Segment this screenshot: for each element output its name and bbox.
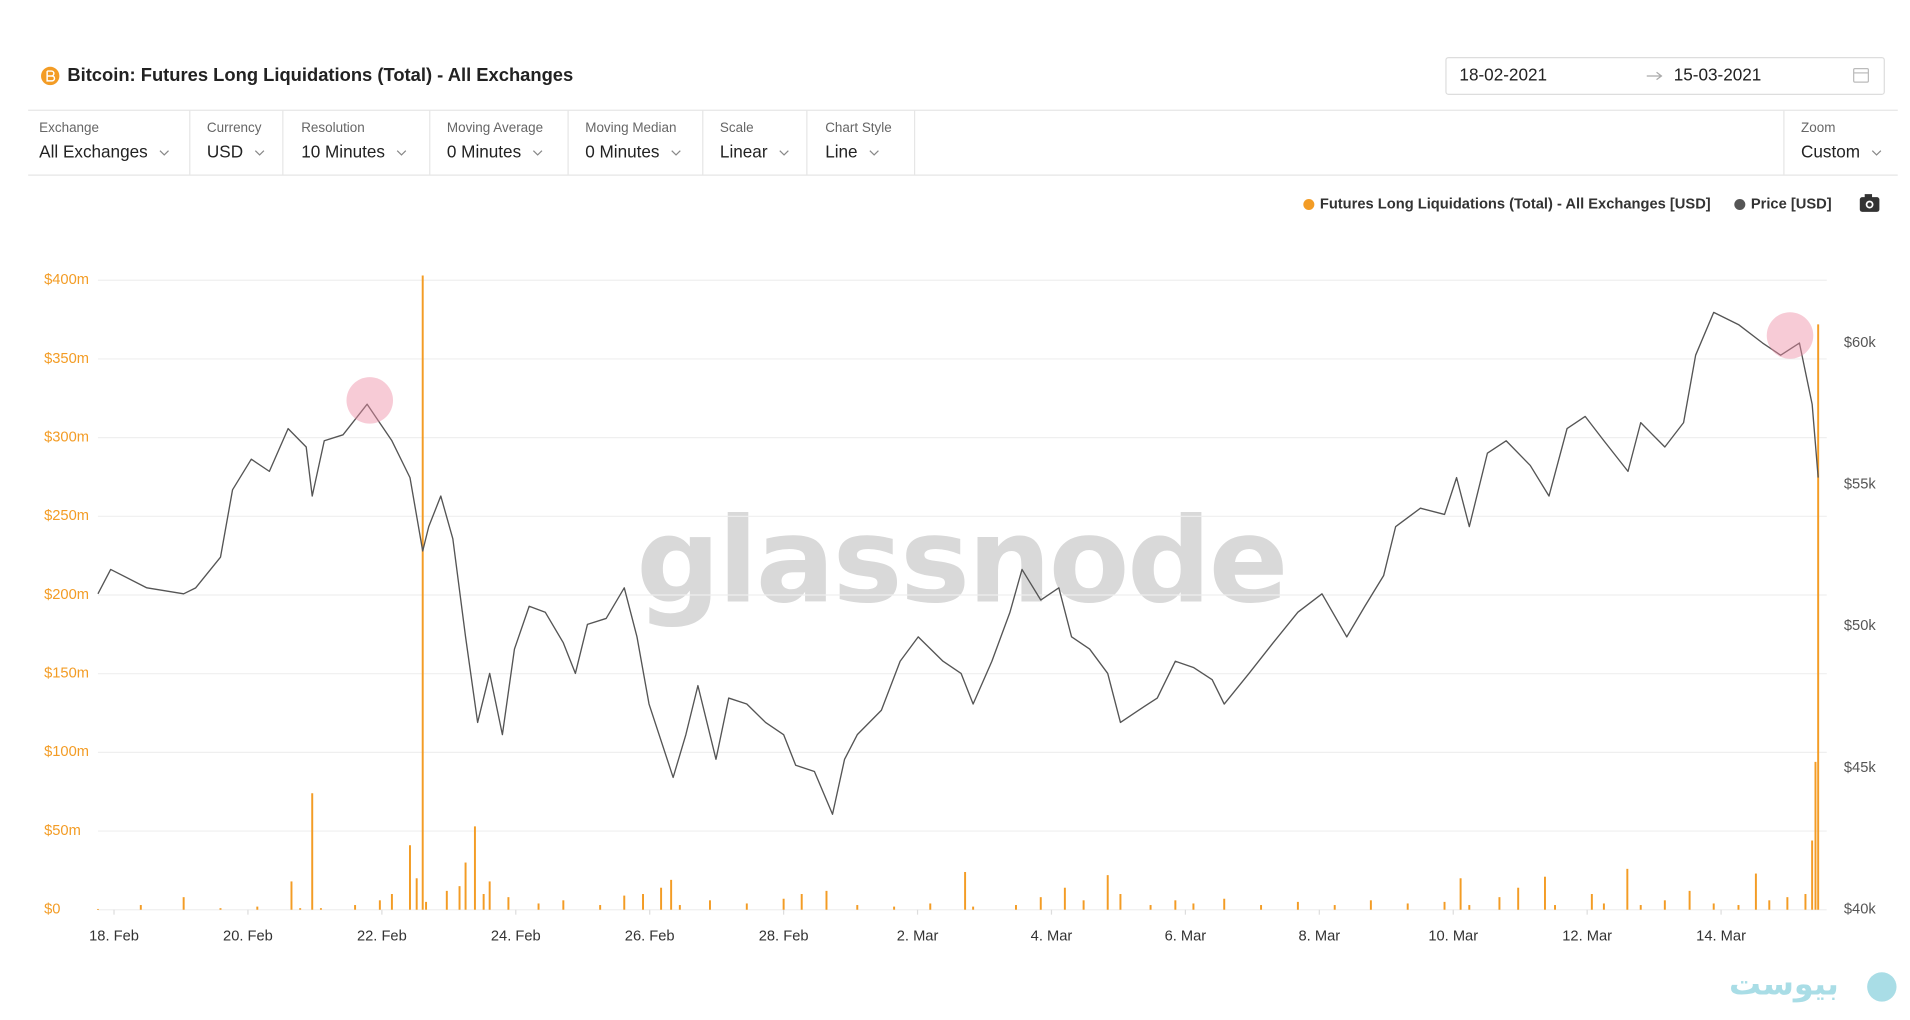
price-line [97, 311, 1819, 815]
y-tick-label: $350m [44, 351, 89, 367]
legend-item[interactable]: Price [USD] [1734, 196, 1832, 212]
y2-tick-label: $55k [1844, 477, 1877, 493]
y-tick-label: $250m [44, 508, 89, 524]
date-end[interactable]: 15-03-2021 [1674, 64, 1762, 84]
plot-area: $0 $50m $100m $150m $200m $250m $300m $350m $400… [44, 272, 1876, 944]
x-tick-label: 20. Feb [223, 929, 273, 945]
dropdown-label: Chart Style [825, 120, 892, 135]
watermark: glassnode [636, 493, 1286, 630]
dropdown[interactable]: Moving Median 0 Minutes [585, 120, 681, 162]
toolbar-separators [189, 110, 1785, 176]
dropdown[interactable]: Scale Linear [720, 120, 789, 162]
dropdown-value[interactable]: 0 Minutes [447, 142, 521, 162]
dropdown-chevron [396, 150, 407, 156]
x-tick-label: 6. Mar [1165, 929, 1207, 945]
y-tick-label: $150m [44, 666, 89, 682]
site-logo-icon [1867, 972, 1897, 1002]
x-tick-label: 8. Mar [1299, 929, 1341, 945]
y2-tick-label: $60k [1844, 335, 1877, 351]
y-tick-label: $50m [44, 823, 81, 839]
calendar-icon[interactable] [1853, 68, 1869, 83]
bitcoin-glyph [46, 70, 56, 82]
dropdown-value[interactable]: 10 Minutes [301, 142, 385, 162]
dropdown-label: Zoom [1801, 120, 1835, 135]
highlight-circle [1766, 312, 1814, 359]
x-tick-label: 28. Feb [759, 929, 809, 945]
y-tick-label: $300m [44, 430, 89, 446]
dropdown-chevron [779, 150, 789, 156]
dropdown-value[interactable]: Custom [1801, 142, 1860, 162]
dropdown-label: Currency [207, 120, 262, 135]
dropdown-value[interactable]: Line [825, 142, 857, 162]
highlight-circle [346, 377, 394, 424]
dropdown-chevron [869, 150, 879, 156]
dropdown[interactable]: Moving Average 0 Minutes [447, 120, 543, 161]
legend-label: Price [USD] [1751, 196, 1832, 212]
dropdown[interactable]: Resolution 10 Minutes [301, 120, 407, 162]
dropdown-chevron [254, 150, 265, 156]
x-tick-label: 10. Mar [1428, 929, 1478, 945]
dropdown-label: Moving Average [447, 120, 543, 135]
dropdown-label: Scale [720, 120, 754, 135]
dropdown-chevron [671, 150, 681, 156]
y-tick-label: $400m [44, 272, 89, 288]
dropdown[interactable]: Currency USD [207, 120, 265, 162]
chart-title: Bitcoin: Futures Long Liquidations (Tota… [67, 64, 573, 85]
x-tick-label: 22. Feb [357, 929, 407, 945]
dropdown-value[interactable]: All Exchanges [39, 142, 148, 162]
dropdown-label: Resolution [301, 120, 365, 135]
dropdown-chevron [532, 150, 543, 156]
x-tick-label: 12. Mar [1562, 929, 1612, 945]
dropdown-chevron [159, 150, 169, 156]
dropdown-value[interactable]: Linear [720, 142, 768, 162]
x-tick-label: 18. Feb [89, 929, 139, 945]
dropdown-value[interactable]: USD [207, 142, 243, 162]
dropdown[interactable]: Chart Style Line [825, 120, 892, 161]
y-tick-label: $100m [44, 744, 89, 760]
date-arrow [1646, 71, 1663, 81]
x-tick-label: 4. Mar [1031, 929, 1073, 945]
legend: Futures Long Liquidations (Total) - All … [1303, 196, 1832, 212]
dropdown[interactable]: Exchange All Exchanges [39, 120, 169, 162]
legend-label: Futures Long Liquidations (Total) - All … [1320, 196, 1711, 212]
site-logo: بیوست [1729, 965, 1839, 1003]
y2-tick-label: $40k [1844, 902, 1877, 918]
dropdown-chevron [1871, 150, 1882, 156]
x-tick-label: 24. Feb [491, 929, 541, 945]
date-range-box[interactable] [1445, 56, 1885, 95]
y2-tick-label: $50k [1844, 618, 1877, 634]
x-tick-label: 2. Mar [897, 929, 939, 945]
toolbar: Exchange All Exchanges Currency USD Resoluti… [39, 120, 1882, 162]
y2-tick-label: $45k [1844, 760, 1877, 776]
y-tick-label: $0 [44, 902, 60, 918]
date-start[interactable]: 18-02-2021 [1459, 64, 1547, 84]
dropdown-label: Moving Median [585, 120, 676, 135]
x-tick-label: 26. Feb [625, 929, 675, 945]
legend-marker [1734, 199, 1746, 211]
dropdown-value[interactable]: 0 Minutes [585, 142, 659, 162]
dropdown[interactable]: Zoom Custom [1801, 120, 1882, 162]
legend-marker [1303, 199, 1315, 211]
camera-icon[interactable] [1859, 194, 1880, 212]
legend-item[interactable]: Futures Long Liquidations (Total) - All … [1303, 196, 1711, 212]
y-tick-label: $200m [44, 587, 89, 603]
x-tick-label: 14. Mar [1696, 929, 1746, 945]
dropdown-label: Exchange [39, 120, 99, 135]
